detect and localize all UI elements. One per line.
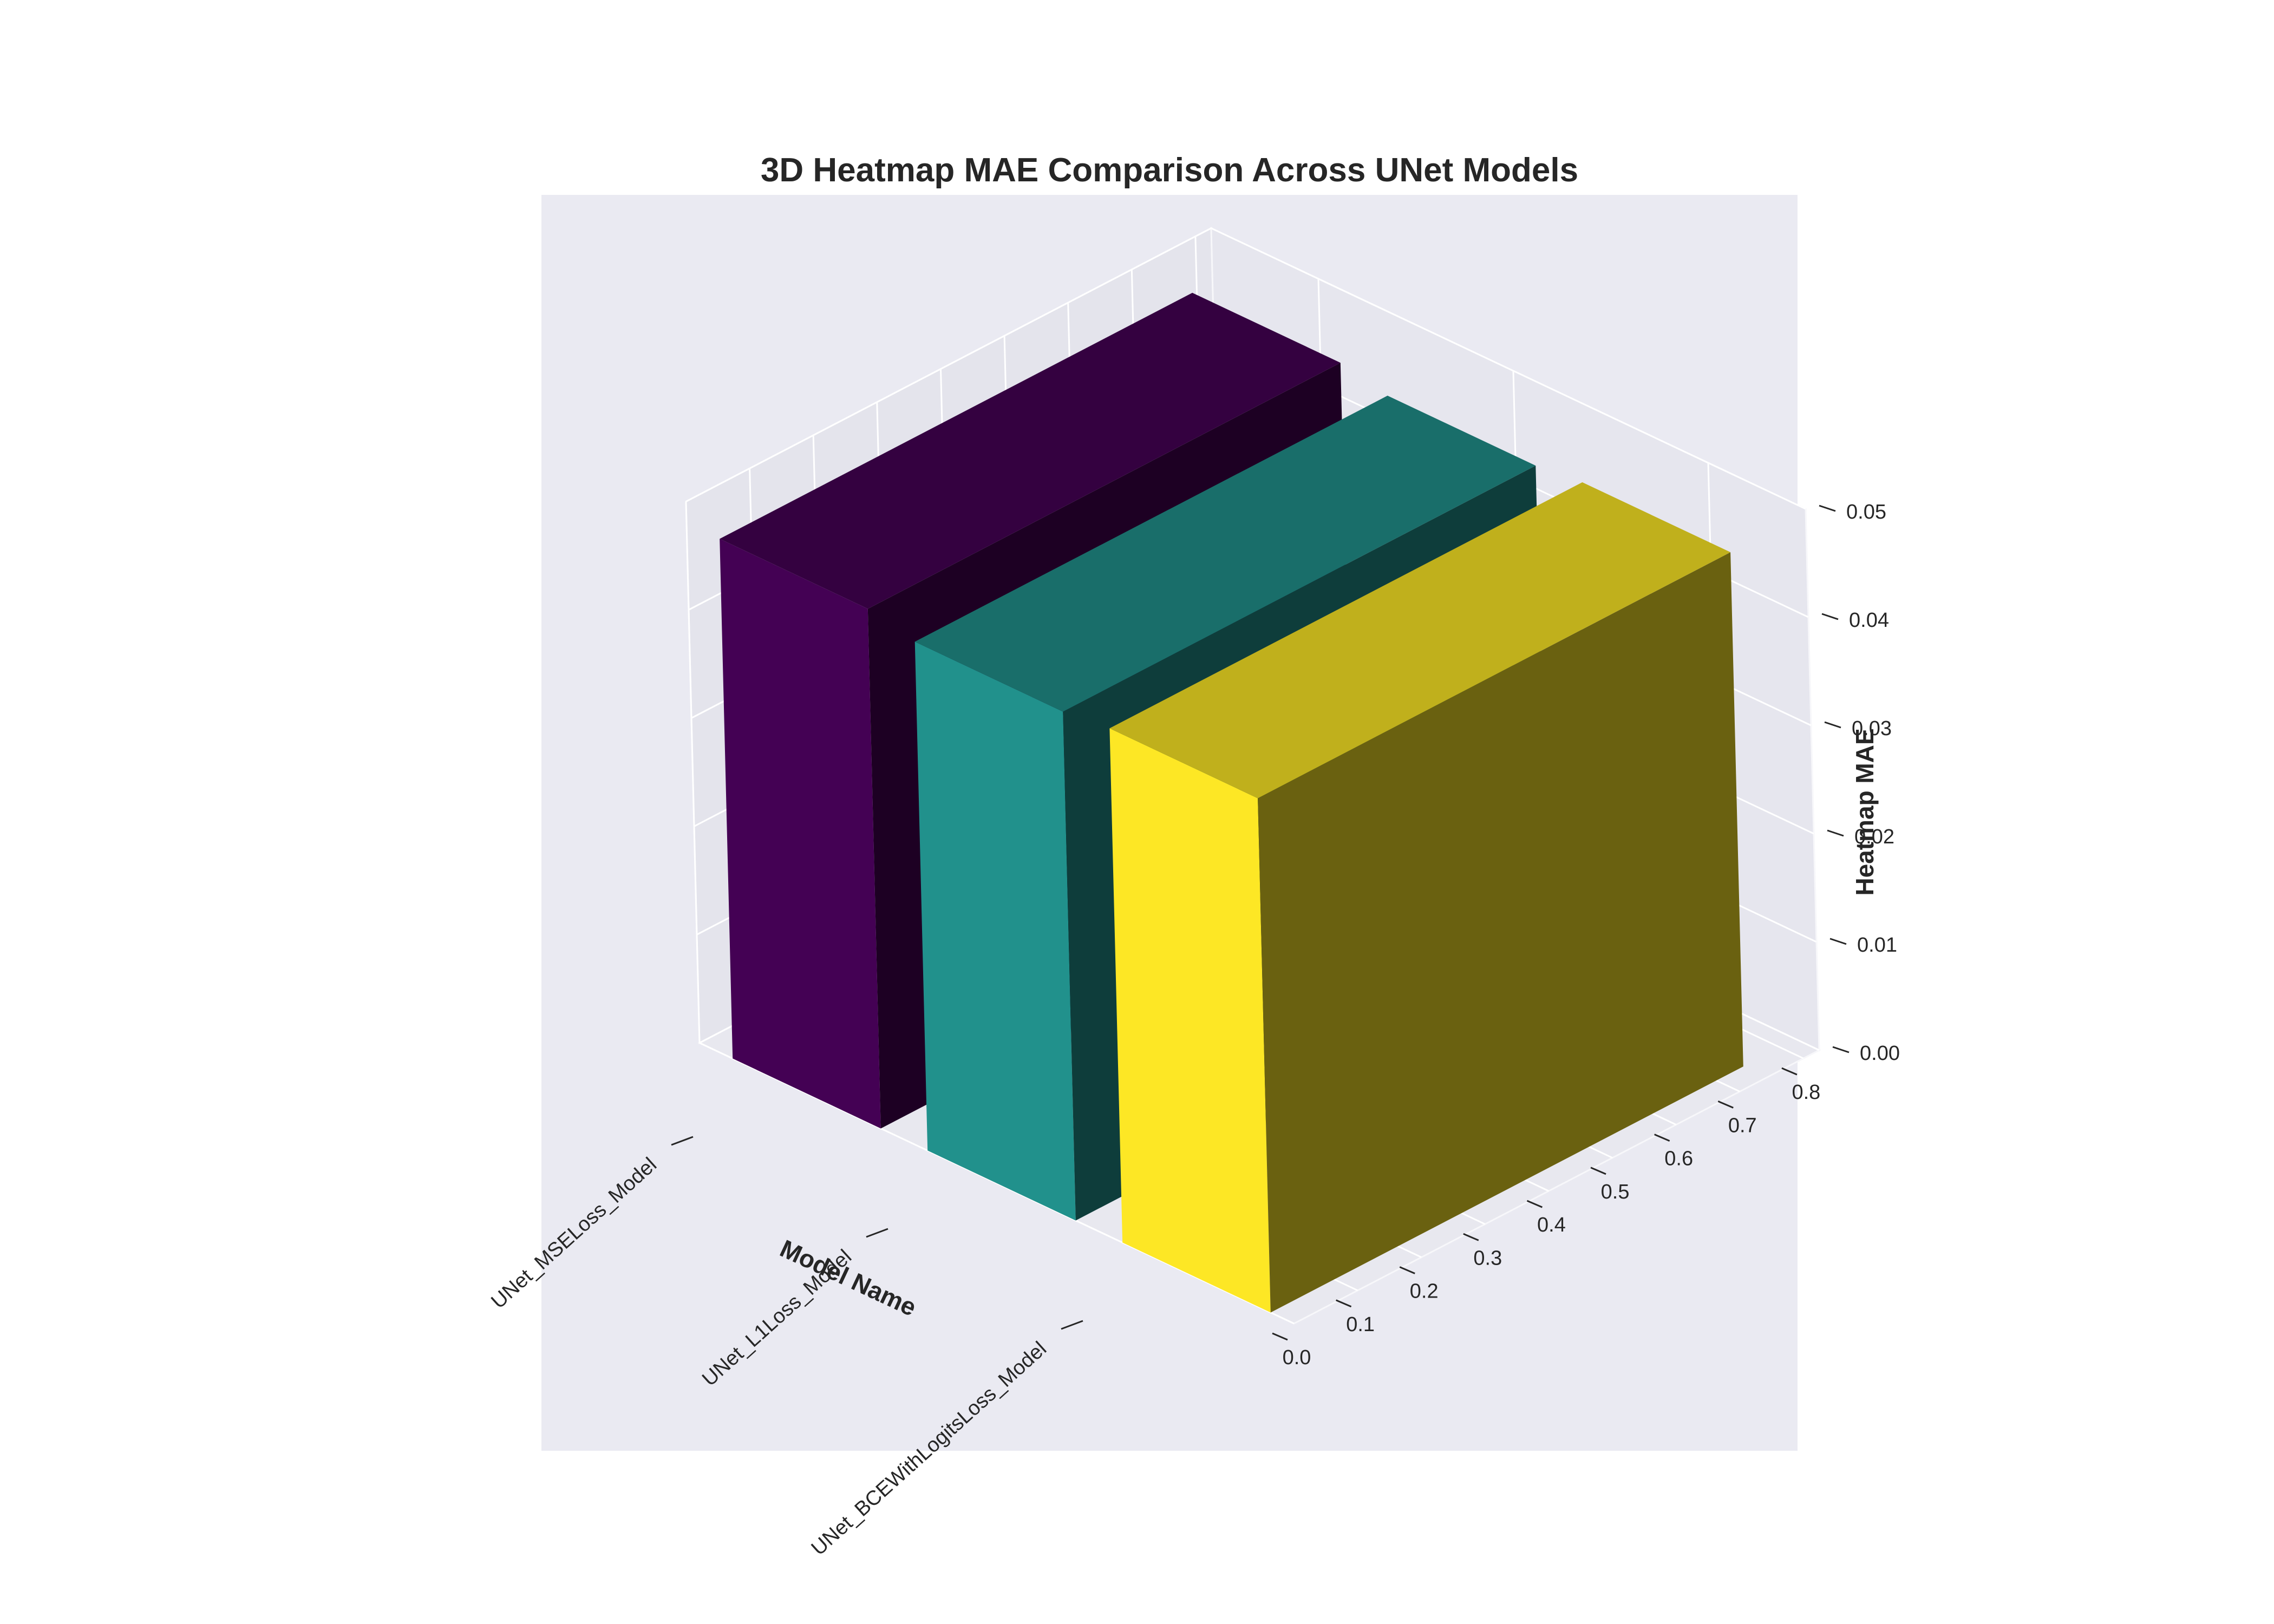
depth-tick-mark bbox=[1526, 1200, 1543, 1208]
model-tick-mark bbox=[671, 1136, 694, 1146]
z-tick-mark bbox=[1824, 721, 1841, 729]
depth-tick-label: 0.6 bbox=[1664, 1148, 1693, 1170]
depth-tick-mark bbox=[1272, 1332, 1288, 1341]
depth-tick-label: 0.5 bbox=[1601, 1181, 1630, 1203]
depth-tick-mark bbox=[1399, 1266, 1415, 1274]
depth-gridline bbox=[685, 501, 1295, 1325]
model-tick-mark bbox=[866, 1228, 888, 1238]
bars-group bbox=[720, 292, 1743, 1313]
depth-tick-label: 0.7 bbox=[1728, 1114, 1757, 1137]
z-tick-mark bbox=[1832, 1046, 1850, 1053]
z-axis-title: Heatmap MAE bbox=[1851, 728, 1879, 895]
z-gridline bbox=[685, 227, 1806, 510]
z-tick-label: 0.00 bbox=[1860, 1042, 1900, 1065]
bar-top-face bbox=[1109, 482, 1731, 798]
depth-tick-label: 0.2 bbox=[1410, 1280, 1439, 1303]
bar-front-face bbox=[720, 539, 881, 1129]
bar-side-face bbox=[1258, 552, 1743, 1313]
depth-tick-label: 0.0 bbox=[1283, 1346, 1311, 1369]
depth-tick-mark bbox=[1590, 1167, 1606, 1175]
depth-tick-mark bbox=[1654, 1134, 1670, 1142]
depth-tick-label: 0.3 bbox=[1473, 1247, 1502, 1269]
bar-top-face bbox=[720, 292, 1341, 609]
z-tick-mark bbox=[1819, 505, 1836, 512]
z-tick-label: 0.02 bbox=[1854, 826, 1894, 848]
bar-front-face bbox=[914, 641, 1076, 1221]
z-tick-label: 0.03 bbox=[1852, 717, 1892, 740]
z-tick-label: 0.04 bbox=[1849, 609, 1889, 632]
depth-tick-label: 0.8 bbox=[1792, 1081, 1820, 1104]
bar-top-face bbox=[914, 395, 1536, 712]
depth-tick-mark bbox=[1781, 1067, 1798, 1076]
depth-tick-label: 0.4 bbox=[1537, 1214, 1566, 1236]
z-tick-label: 0.01 bbox=[1857, 934, 1897, 957]
model-tick-mark bbox=[1061, 1320, 1083, 1330]
z-tick-mark bbox=[1827, 829, 1844, 837]
z-tick-mark bbox=[1821, 613, 1839, 620]
depth-tick-label: 0.1 bbox=[1346, 1313, 1375, 1336]
depth-tick-mark bbox=[1336, 1299, 1352, 1308]
chart-title: 3D Heatmap MAE Comparison Across UNet Mo… bbox=[761, 152, 1578, 189]
z-tick-label: 0.05 bbox=[1846, 501, 1886, 523]
bar-UNet_BCEWithLogitsLoss_Model bbox=[1109, 482, 1743, 1313]
bar-front-face bbox=[1109, 728, 1271, 1313]
depth-tick-mark bbox=[1717, 1101, 1734, 1109]
z-tick-mark bbox=[1829, 938, 1847, 945]
depth-tick-mark bbox=[1463, 1233, 1479, 1241]
